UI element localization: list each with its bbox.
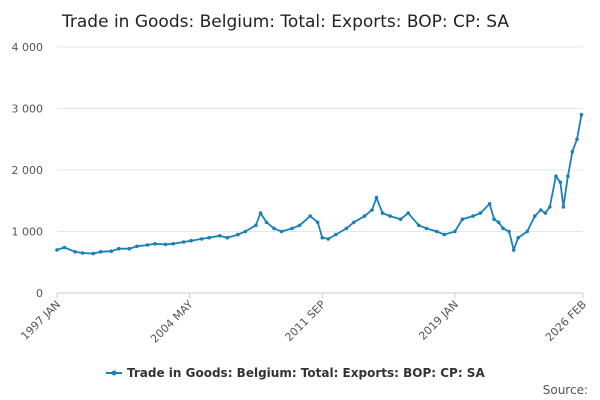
data-point [207,235,211,240]
data-point [511,248,516,252]
data-point [533,214,537,218]
data-point [558,180,563,185]
data-point [290,226,294,231]
x-tick-label: 1997 JAN [18,298,63,343]
data-point [326,237,331,241]
grid-lines [57,46,583,294]
x-tick-label: 2026 FEB [543,298,589,344]
chart-title: Trade in Goods: Belgium: Total: Exports:… [61,12,509,32]
data-point [98,250,103,254]
y-tick-label: 3 000 [12,103,44,116]
data-point [225,235,230,240]
data-point [308,214,313,218]
data-point [109,249,114,253]
data-point [554,174,558,178]
data-point [548,205,552,209]
y-tick-label: 2 000 [12,164,44,177]
data-point [471,214,475,218]
data-point [388,214,392,218]
y-tick-label: 1 000 [12,226,44,239]
x-tick-label: 2019 JAN [416,298,461,343]
data-point [380,211,385,215]
data-point [370,208,374,212]
data-point [127,246,132,251]
data-point [320,235,325,240]
data-point [561,205,566,209]
x-tick-label: 2004 MAY [148,298,196,346]
data-point [398,217,403,221]
legend[interactable]: Trade in Goods: Belgium: Total: Exports:… [106,366,485,380]
data-point [416,223,421,228]
data-point [543,211,548,215]
data-point [199,237,204,241]
data-point [153,242,157,246]
data-point [258,211,263,215]
data-point [243,229,248,234]
data-point [453,229,457,234]
data-point [135,244,139,249]
x-tick-label: 2011 SEP [282,298,328,344]
data-point [254,223,258,228]
data-point [570,149,575,154]
data-point [492,217,496,221]
data-point [297,223,302,228]
data-point [163,242,168,247]
data-point [145,243,150,247]
y-tick-label: 4 000 [12,41,44,54]
legend-marker [111,370,117,376]
series-line [56,114,583,255]
data-point [442,232,447,237]
data-point [374,195,379,200]
data-point [507,229,511,234]
data-point [171,242,175,246]
data-point [279,229,284,234]
data-point [496,220,501,225]
series-points [55,112,584,256]
data-point [478,211,483,215]
source-label: Source: [543,383,588,397]
data-point [189,238,193,243]
data-point [272,226,276,231]
data-point [460,217,465,221]
y-tick-label: 0 [36,287,43,300]
data-point [264,220,269,225]
data-point [406,211,411,215]
data-point [236,232,240,237]
data-point [117,246,121,251]
data-point [91,251,95,256]
data-point [73,250,77,254]
legend-label: Trade in Goods: Belgium: Total: Exports:… [127,366,485,380]
data-point [218,234,222,238]
data-point [315,220,320,225]
data-point [62,245,67,250]
x-axis: 1997 JAN 2004 MAY 2011 SEP 2019 JAN 2026 FEB [18,293,589,346]
data-point [181,240,186,244]
data-point [525,229,529,234]
data-point [575,137,579,142]
data-point [501,226,505,231]
data-point [539,208,543,212]
data-point [566,174,570,178]
data-point [352,220,356,225]
data-point [424,226,429,231]
data-point [334,232,338,237]
data-point [487,202,492,206]
data-point [435,229,439,234]
data-point [55,248,59,252]
data-point [362,214,367,218]
data-point [344,226,349,231]
data-point [579,112,584,117]
data-point [80,251,85,255]
data-point [516,235,520,240]
y-axis: 0 1 000 2 000 3 000 4 000 [12,41,44,300]
